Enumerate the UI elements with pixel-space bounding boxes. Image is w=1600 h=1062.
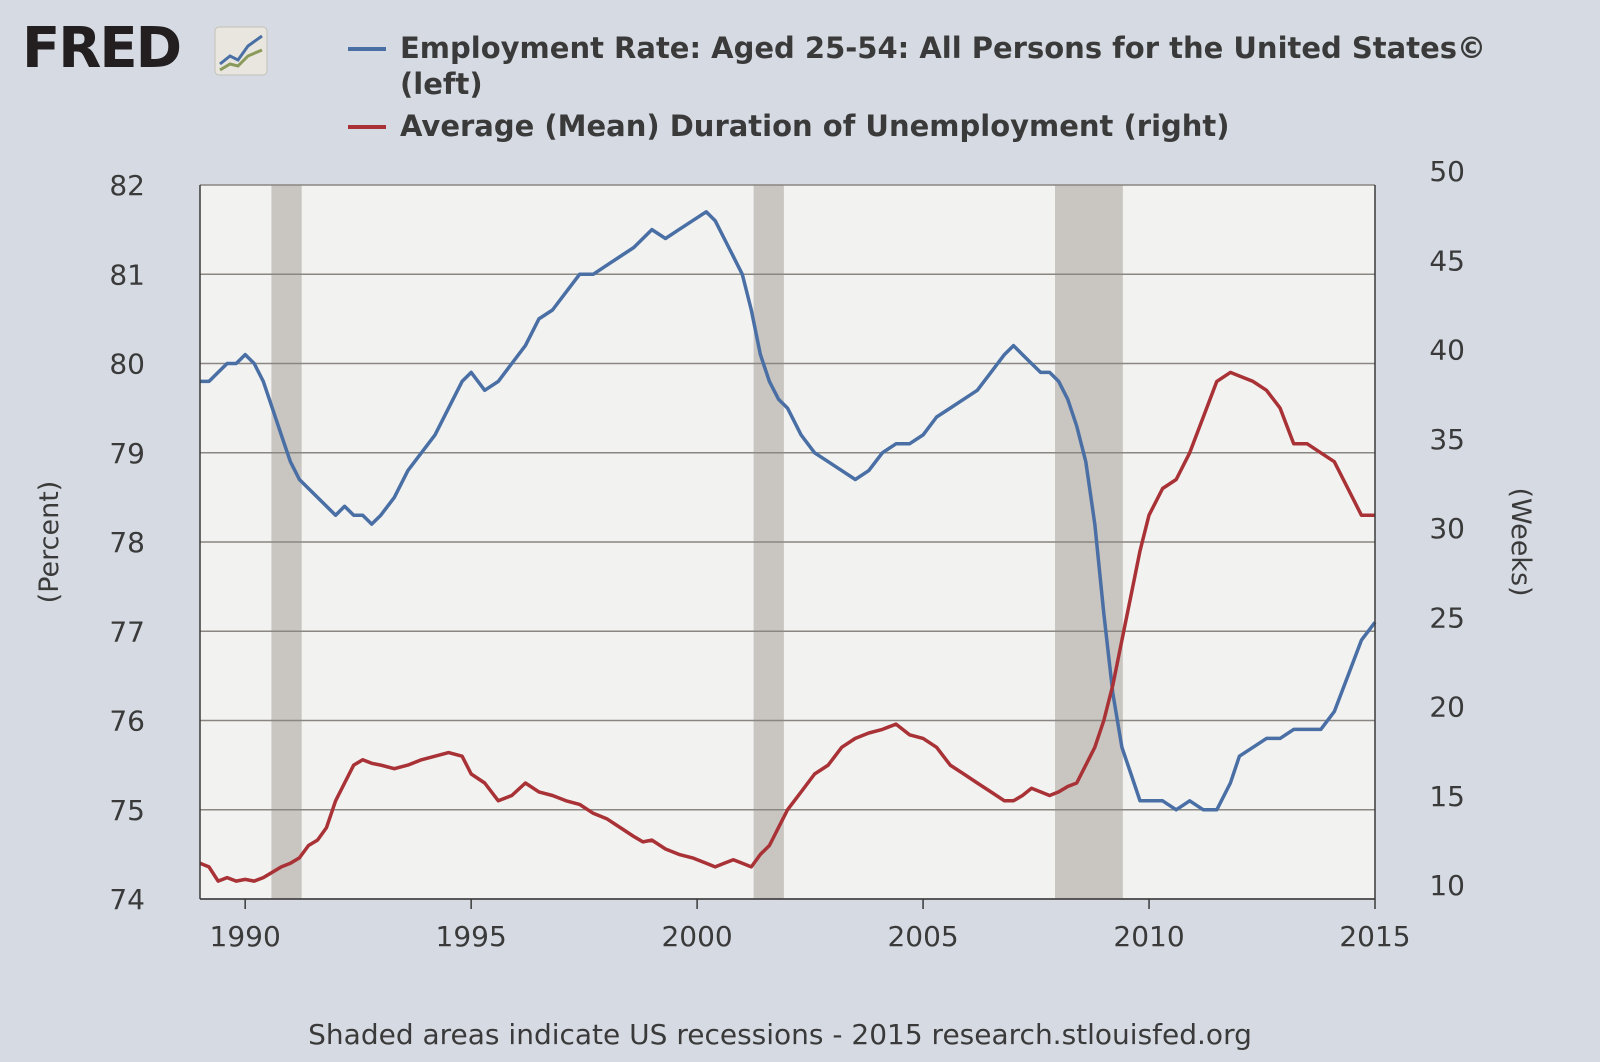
y-tick-right-20: 20 <box>1429 691 1465 724</box>
x-tick-2010: 2010 <box>1113 920 1184 953</box>
y-tick-right-30: 30 <box>1429 512 1465 545</box>
y-tick-right-25: 25 <box>1429 601 1465 634</box>
legend: Employment Rate: Aged 25-54: All Persons… <box>348 30 1548 150</box>
y-tick-left-78: 78 <box>109 526 145 559</box>
y-tick-left-75: 75 <box>109 794 145 827</box>
x-tick-2015: 2015 <box>1339 920 1410 953</box>
x-tick-2000: 2000 <box>661 920 732 953</box>
y-tick-left-77: 77 <box>109 615 145 648</box>
y-tick-right-50: 50 <box>1429 155 1465 188</box>
y-tick-left-76: 76 <box>109 705 145 738</box>
legend-note-employment: (left) <box>400 67 483 101</box>
legend-label-employment: Employment Rate: Aged 25-54: All Persons… <box>400 31 1487 65</box>
logo-text: FRED <box>22 16 182 81</box>
y-axis-label-right: (Weeks) <box>1505 487 1536 596</box>
y-tick-left-74: 74 <box>109 883 145 916</box>
legend-label-duration: Average (Mean) Duration of Unemployment … <box>400 109 1230 143</box>
y-tick-left-80: 80 <box>109 348 145 381</box>
x-tick-1995: 1995 <box>436 920 507 953</box>
y-tick-left-81: 81 <box>109 258 145 291</box>
y-tick-right-15: 15 <box>1429 780 1465 813</box>
y-tick-right-40: 40 <box>1429 334 1465 367</box>
y-tick-right-35: 35 <box>1429 423 1465 456</box>
fred-logo: FRED <box>22 16 282 82</box>
legend-swatch-duration <box>348 125 386 129</box>
x-tick-1990: 1990 <box>210 920 281 953</box>
legend-item-employment: Employment Rate: Aged 25-54: All Persons… <box>348 30 1548 102</box>
unemployment-duration-line <box>199 370 1375 883</box>
y-axis-label-left: (Percent) <box>34 481 65 604</box>
y-tick-left-82: 82 <box>109 169 145 202</box>
x-tick-2005: 2005 <box>887 920 958 953</box>
fred-graph-icon <box>214 26 268 76</box>
footer-note: Shaded areas indicate US recessions - 20… <box>308 1018 1252 1051</box>
y-tick-right-10: 10 <box>1429 869 1465 902</box>
y-tick-right-45: 45 <box>1429 244 1465 277</box>
employment-rate-line <box>200 210 1377 812</box>
legend-item-duration: Average (Mean) Duration of Unemployment … <box>348 108 1548 144</box>
y-tick-left-79: 79 <box>109 437 145 470</box>
legend-swatch-employment <box>348 47 386 51</box>
